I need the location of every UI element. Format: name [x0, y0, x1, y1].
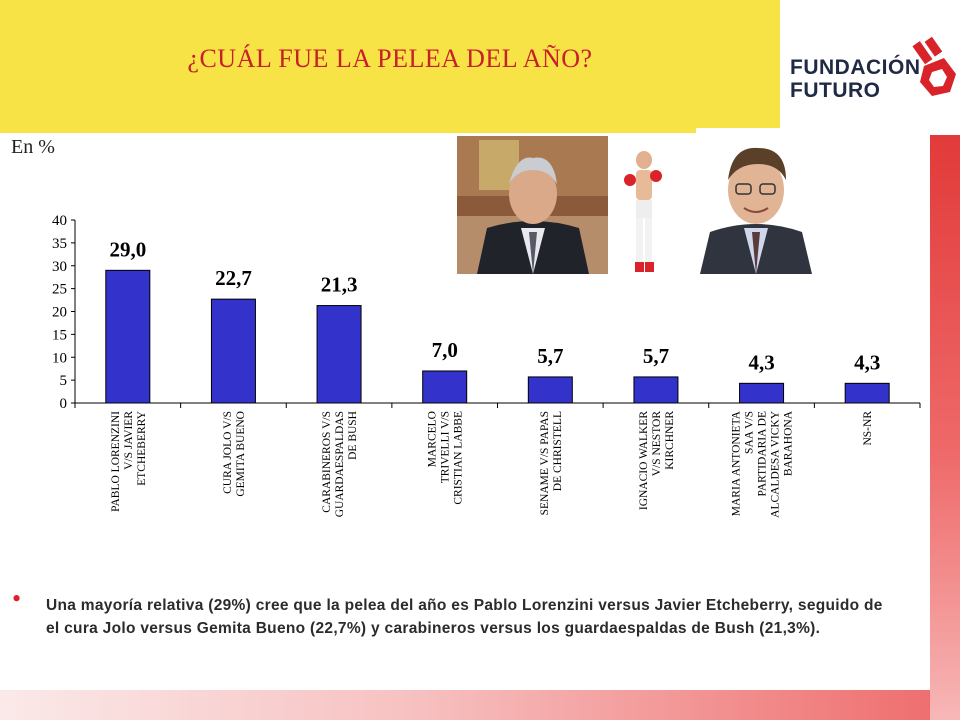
data-label: 7,0	[432, 338, 458, 362]
bar	[527, 376, 573, 404]
category-label-line: SENAME V/S PAPAS	[539, 411, 551, 515]
y-tick-label: 5	[60, 373, 68, 389]
category-label-line: NS-NR	[862, 411, 874, 446]
logo-line-2: FUTURO	[790, 79, 881, 102]
category-label: NS-NR	[862, 411, 874, 446]
category-label: MARCELO TRIVELLI V/S CRISTIAN LABBE	[427, 411, 465, 505]
category-label: IGNACIO WALKER V/S NESTOR KIRCHNER	[638, 411, 676, 510]
data-label: 5,7	[537, 344, 563, 368]
bar	[105, 269, 151, 404]
category-label-line: GEMITA BUENO	[235, 411, 247, 497]
y-tick-label: 0	[60, 396, 68, 412]
bar	[633, 376, 679, 404]
category-label-line: MARIA ANTONIETA	[731, 410, 743, 516]
portrait-photo-right	[696, 128, 816, 274]
category-label-line: CARABINEROS V/S	[321, 411, 333, 513]
category-label: MARIA ANTONIETA SAA V/S PARTIDARIA DE ALCAL…	[731, 410, 795, 518]
category-label-line: V/S JAVIER	[123, 411, 135, 470]
bar-chart: 0 5 10 15 20 25 30 35 40 29,0 PABLO LORENZINI V/S J…	[52, 213, 921, 518]
category-label-line: SAA V/S	[744, 411, 756, 454]
decorative-bottom-band	[0, 690, 930, 720]
boxer-figure-icon	[624, 151, 662, 272]
category-label-line: ETCHEBERRY	[136, 410, 148, 485]
category-label: PABLO LORENZINI V/S JAVIER ETCHEBERRY	[110, 410, 148, 512]
bullet-icon: •	[12, 584, 22, 613]
y-tick-label: 15	[52, 327, 67, 343]
bar	[422, 370, 468, 404]
title-banner: ¿CUÁL FUE LA PELEA DEL AÑO?	[0, 0, 780, 133]
summary-note: Una mayoría relativa (29%) cree que la p…	[46, 597, 883, 637]
key-logo-icon	[912, 36, 956, 96]
y-tick-label: 40	[52, 213, 67, 229]
unit-label: En %	[11, 136, 55, 158]
category-label-line: IGNACIO WALKER	[638, 411, 650, 510]
category-label-line: TRIVELLI V/S	[440, 411, 452, 483]
bar	[210, 298, 256, 404]
bar	[739, 382, 785, 404]
category-label-line: PABLO LORENZINI	[110, 411, 122, 512]
category-label-line: MARCELO	[427, 411, 439, 467]
bar	[316, 305, 362, 404]
y-tick-label: 10	[52, 350, 67, 366]
category-label: CARABINEROS V/S GUARDAESPALDAS DE BUSH	[321, 411, 359, 517]
data-label: 4,3	[854, 350, 880, 374]
category-label-line: ALCALDESA VICKY	[770, 410, 782, 518]
category-label: CURA JOLO V/S GEMITA BUENO	[222, 411, 247, 497]
decorative-right-band	[930, 135, 960, 720]
y-tick-label: 20	[52, 305, 67, 321]
y-tick-label: 30	[52, 259, 67, 275]
logo-line-1: FUNDACIÓN	[790, 56, 921, 79]
data-label: 4,3	[748, 350, 774, 374]
category-label-line: DE BUSH	[347, 411, 359, 460]
category-label-line: CRISTIAN LABBE	[453, 411, 465, 505]
data-label: 22,7	[215, 266, 252, 290]
y-tick-label: 35	[52, 236, 67, 252]
category-label-line: GUARDAESPALDAS	[334, 411, 346, 517]
y-tick-label: 25	[52, 282, 67, 298]
fundacion-futuro-logo: FUNDACIÓN FUTURO	[790, 36, 960, 126]
category-label-line: BARAHONA	[783, 410, 795, 476]
category-label-line: V/S NESTOR	[651, 411, 663, 477]
data-label: 21,3	[321, 273, 358, 297]
bar	[844, 382, 890, 404]
category-label-line: DE CHRISTELL	[552, 411, 564, 491]
portrait-photo-left	[457, 136, 608, 274]
category-label-line: CURA JOLO V/S	[222, 411, 234, 494]
data-label: 5,7	[643, 344, 669, 368]
category-label-line: KIRCHNER	[664, 411, 676, 470]
category-label: SENAME V/S PAPAS DE CHRISTELL	[539, 411, 564, 515]
category-label-line: PARTIDARIA DE	[757, 411, 769, 496]
slide-title: ¿CUÁL FUE LA PELEA DEL AÑO?	[187, 44, 593, 73]
data-label: 29,0	[109, 237, 146, 261]
